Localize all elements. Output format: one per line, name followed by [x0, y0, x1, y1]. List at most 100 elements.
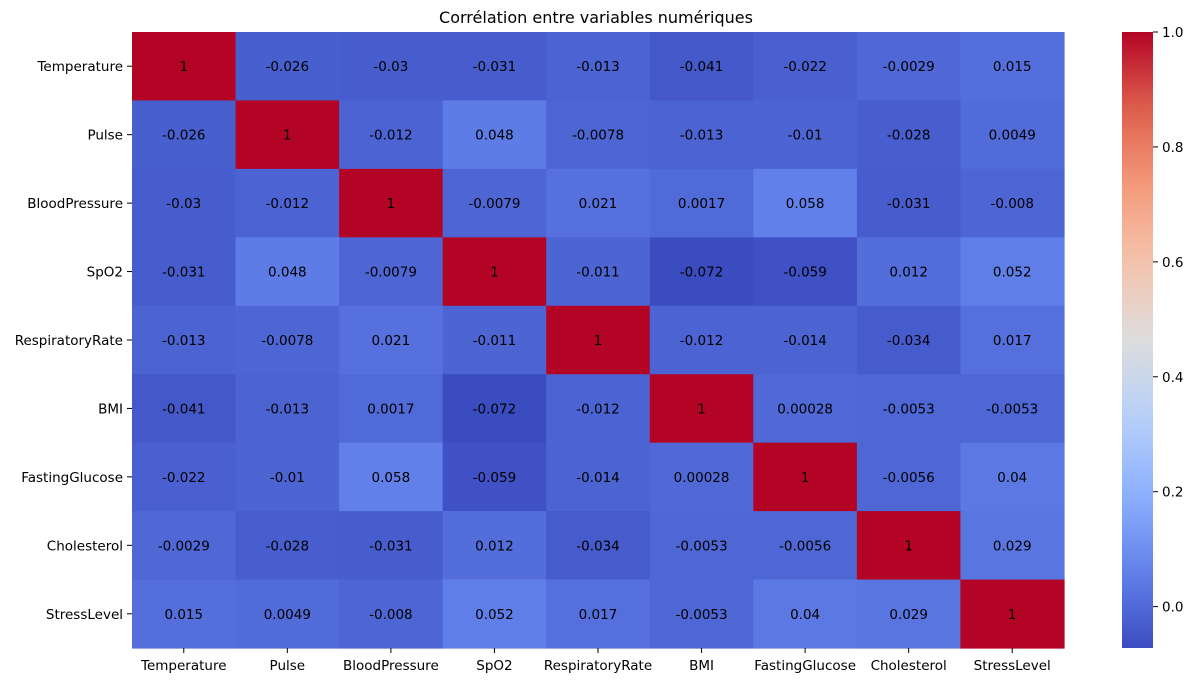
heatmap-cell — [753, 237, 858, 307]
cell-value-label: -0.041 — [162, 401, 206, 417]
cell-value-label: -0.031 — [887, 196, 931, 212]
heatmap-cell — [753, 511, 858, 581]
cell-value-label: -0.0079 — [468, 196, 520, 212]
cell-value-label: -0.0078 — [572, 128, 624, 144]
heatmap-cell — [339, 305, 444, 375]
cell-value-label: 0.017 — [993, 333, 1032, 349]
colorbar-gradient — [1122, 32, 1153, 648]
cell-value-label: -0.013 — [576, 59, 620, 75]
heatmap-cell — [442, 442, 547, 512]
heatmap-cell — [546, 32, 651, 102]
cell-value-label: -0.014 — [576, 470, 620, 486]
heatmap-cell — [132, 579, 237, 649]
cell-value-label: -0.022 — [783, 59, 827, 75]
heatmap-cell — [132, 237, 237, 307]
heatmap-cell — [339, 32, 444, 102]
heatmap-cell — [753, 442, 858, 512]
heatmap-cells — [132, 32, 1065, 649]
heatmap-cell — [235, 374, 340, 444]
heatmap-cell — [442, 305, 547, 375]
heatmap-cell — [339, 100, 444, 170]
y-tick-label: RespiratoryRate — [15, 333, 123, 349]
heatmap-cell — [132, 442, 237, 512]
heatmap-cell — [235, 168, 340, 238]
cell-value-label: -0.012 — [680, 333, 724, 349]
heatmap-cell — [856, 579, 962, 649]
colorbar-tick-label: 0.0 — [1162, 600, 1183, 616]
cell-value-label: -0.0053 — [883, 401, 935, 417]
x-tick-label: Temperature — [140, 658, 227, 674]
heatmap-cell — [856, 168, 962, 238]
cell-value-label: 0.015 — [164, 607, 203, 623]
cell-value-label: 1 — [1008, 607, 1017, 623]
cell-value-label: -0.013 — [266, 401, 310, 417]
cell-value-label: 0.058 — [786, 196, 825, 212]
y-tick-label: FastingGlucose — [21, 470, 123, 486]
heatmap-cell — [960, 100, 1065, 170]
cell-value-label: 0.0017 — [678, 196, 725, 212]
cell-value-label: 0.012 — [475, 538, 514, 554]
heatmap-cell — [960, 168, 1065, 238]
heatmap-cell — [856, 237, 962, 307]
cell-value-label: -0.0053 — [676, 607, 728, 623]
heatmap-cell — [235, 305, 340, 375]
cell-value-label: 0.058 — [372, 470, 411, 486]
cell-value-label: -0.028 — [266, 538, 310, 554]
x-tick-label: BloodPressure — [343, 658, 439, 674]
heatmap-cell — [649, 442, 754, 512]
heatmap-cell — [442, 374, 547, 444]
heatmap-cell — [856, 305, 962, 375]
cell-value-label: 0.00028 — [674, 470, 730, 486]
y-tick-label: BMI — [98, 401, 123, 417]
heatmap-cell — [132, 168, 237, 238]
cell-value-label: 0.029 — [889, 607, 928, 623]
heatmap-cell — [960, 237, 1065, 307]
x-axis: Temperature Pulse BloodPressure SpO2 Respira… — [140, 648, 1051, 674]
cell-value-label: -0.0029 — [883, 59, 935, 75]
cell-value-label: 0.048 — [475, 128, 514, 144]
y-tick-label: BloodPressure — [27, 196, 123, 212]
cell-value-label: 0.015 — [993, 59, 1032, 75]
cell-value-label: -0.012 — [369, 128, 413, 144]
y-tick-label: Cholesterol — [47, 538, 123, 554]
cell-value-label: -0.01 — [270, 470, 305, 486]
heatmap-cell — [649, 32, 754, 102]
x-tick-label: BMI — [689, 658, 714, 674]
heatmap-cell — [546, 579, 651, 649]
cell-value-label: -0.014 — [783, 333, 827, 349]
heatmap-cell — [132, 305, 237, 375]
x-tick-label: StressLevel — [974, 658, 1051, 674]
cell-value-label: -0.03 — [373, 59, 408, 75]
cell-value-label: 1 — [179, 59, 188, 75]
cell-value-label: -0.008 — [990, 196, 1034, 212]
heatmap-cell — [442, 237, 547, 307]
heatmap-cell — [235, 100, 340, 170]
cell-value-label: -0.013 — [162, 333, 206, 349]
cell-value-label: -0.0053 — [986, 401, 1038, 417]
y-tick-label: StressLevel — [46, 607, 123, 623]
heatmap-cell — [546, 374, 651, 444]
y-tick-label: SpO2 — [87, 265, 123, 281]
cell-value-label: -0.031 — [369, 538, 413, 554]
cell-value-label: -0.034 — [887, 333, 931, 349]
cell-value-label: 1 — [801, 470, 810, 486]
cell-value-label: 0.048 — [268, 265, 307, 281]
cell-value-label: 0.0049 — [989, 128, 1036, 144]
heatmap-cell — [442, 511, 547, 581]
cell-value-label: -0.026 — [266, 59, 310, 75]
heatmap-cell — [339, 511, 444, 581]
cell-value-label: -0.031 — [473, 59, 517, 75]
heatmap-cell — [235, 511, 340, 581]
cell-value-label: -0.012 — [266, 196, 310, 212]
heatmap-cell — [546, 168, 651, 238]
chart-title: Corrélation entre variables numériques — [439, 8, 753, 27]
x-tick-label: FastingGlucose — [754, 658, 856, 674]
heatmap-cell — [132, 32, 237, 102]
cell-value-label: 0.04 — [997, 470, 1027, 486]
heatmap-cell — [960, 511, 1065, 581]
cell-value-label: -0.012 — [576, 401, 620, 417]
heatmap-cell — [546, 511, 651, 581]
heatmap-cell — [132, 100, 237, 170]
cell-value-label: 1 — [387, 196, 396, 212]
